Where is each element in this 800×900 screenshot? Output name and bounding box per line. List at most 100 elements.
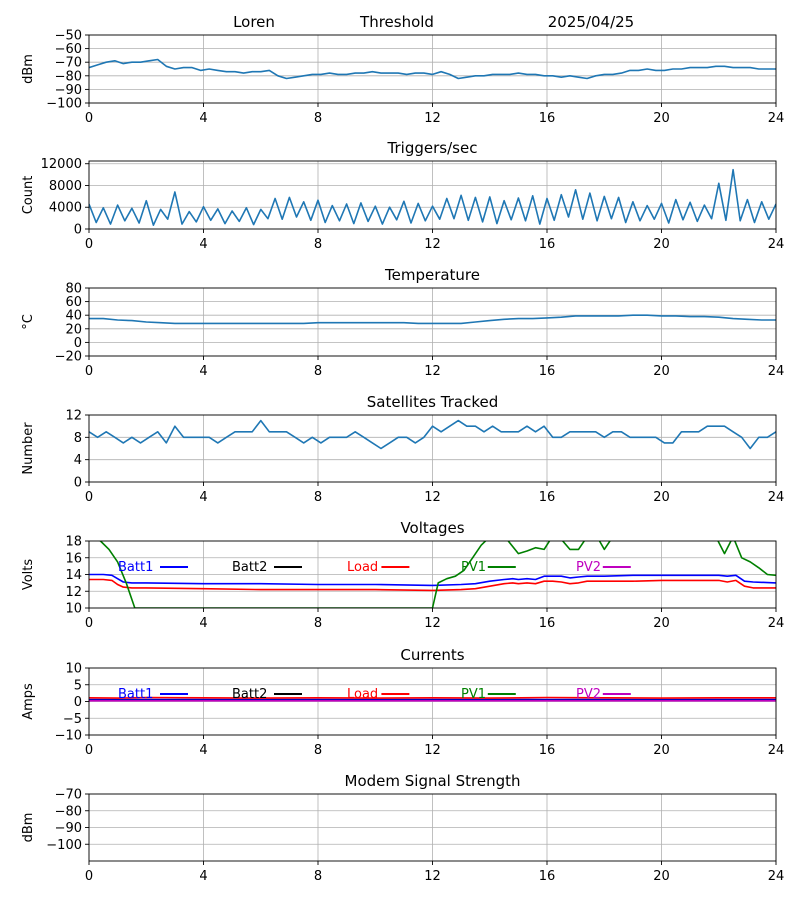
panel-satellites: 0 4 8 12 16 20 24 0 4 8 12 Satellites Tracked Number [21,393,784,505]
series-line-load [89,578,776,592]
x-tick-label: 24 [768,364,785,379]
series-line-pv1 [98,541,776,608]
y-tick-label: 0 [74,476,82,491]
y-tick-label: −5 [63,712,82,727]
x-tick-label: 24 [768,616,785,631]
x-tick-label: 0 [85,111,93,126]
x-tick-label: 16 [539,111,556,126]
header-date: 2025/04/25 [548,13,634,31]
y-tick-label: −70 [55,788,82,803]
x-tick-label: 24 [768,743,785,758]
series-line-0 [89,314,776,325]
y-tick-label: −100 [46,838,82,853]
x-tick-label: 0 [85,364,93,379]
x-tick-label: 12 [424,237,441,252]
y-tick-label: −60 [55,42,82,57]
y-axis-label: Count [21,176,36,215]
x-tick-label: 0 [85,743,93,758]
y-tick-label: 80 [65,282,82,297]
y-axis-label: dBm [21,54,36,84]
legend-label-load: Load [347,560,378,575]
y-tick-label: 12 [65,585,82,600]
y-tick-label: 10 [65,662,82,677]
x-tick-label: 8 [314,111,322,126]
x-tick-label: 12 [424,743,441,758]
legend-label-batt1: Batt1 [118,560,153,575]
y-tick-label: −20 [55,350,82,365]
legend-label-batt1: Batt1 [118,687,153,702]
chart-title: Currents [400,646,464,664]
x-tick-label: 12 [424,869,441,884]
legend-label-pv1: PV1 [461,560,486,575]
chart-title: Voltages [400,519,464,537]
x-tick-label: 20 [653,743,670,758]
y-tick-label: −90 [55,83,82,98]
x-tick-label: 4 [199,743,207,758]
x-tick-label: 16 [539,237,556,252]
series-line-0 [89,419,776,450]
y-tick-label: 4000 [49,201,82,216]
y-tick-label: −80 [55,804,82,819]
panel-modem: 0 4 8 12 16 20 24 −100 −90 −80−70 Modem Signal Str… [21,772,784,884]
x-tick-label: 12 [424,364,441,379]
x-tick-label: 24 [768,869,785,884]
y-tick-label: 5 [74,678,82,693]
x-tick-label: 0 [85,869,93,884]
x-tick-label: 16 [539,869,556,884]
x-tick-label: 0 [85,616,93,631]
y-tick-label: 16 [65,551,82,566]
x-tick-label: 24 [768,111,785,126]
x-tick-label: 20 [653,364,670,379]
x-tick-label: 4 [199,237,207,252]
panel-triggers: 0 4 8 12 16 20 24 0 4000 8000 12000 Triggers/sec Cou… [21,139,784,252]
chart-title: Temperature [384,266,480,284]
y-tick-label: −80 [55,69,82,84]
y-tick-label: 12 [65,409,82,424]
y-tick-label: 20 [65,322,82,337]
x-tick-label: 20 [653,616,670,631]
y-axis-label: °C [21,314,36,330]
y-tick-label: 18 [65,535,82,550]
chart-title: Triggers/sec [387,139,478,157]
legend-label-batt2: Batt2 [232,687,267,702]
x-tick-label: 20 [653,869,670,884]
chart-title: Satellites Tracked [367,393,498,411]
series-line-0 [89,58,776,80]
series-line-0 [89,168,776,226]
x-tick-label: 16 [539,743,556,758]
x-tick-label: 8 [314,364,322,379]
series-line-batt1 [89,573,776,587]
y-tick-label: 8 [74,431,82,446]
panel-threshold: 0 4 8 12 16 20 24 −100−90−80−70−60−50 dBm [21,29,784,127]
legend-label-pv2: PV2 [576,687,601,702]
x-tick-label: 12 [424,111,441,126]
y-axis-label: Amps [21,683,36,720]
y-tick-label: 12000 [41,157,82,172]
y-tick-label: 0 [74,695,82,710]
x-tick-label: 4 [199,111,207,126]
x-tick-label: 16 [539,616,556,631]
x-tick-label: 8 [314,869,322,884]
y-tick-label: 14 [65,568,82,583]
y-tick-label: 8000 [49,179,82,194]
x-tick-label: 8 [314,743,322,758]
y-tick-label: 4 [74,453,82,468]
x-tick-label: 24 [768,490,785,505]
x-tick-label: 20 [653,237,670,252]
y-tick-label: 60 [65,295,82,310]
header-title: Threshold [359,13,434,31]
x-tick-label: 4 [199,364,207,379]
legend-label-batt2: Batt2 [232,560,267,575]
panel-currents: 0 4 8 12 16 20 24 −10 −5 0 510 Currents Amps Batt1 Bat… [21,646,784,758]
x-tick-label: 20 [653,490,670,505]
y-tick-label: −70 [55,56,82,71]
y-tick-label: −100 [46,97,82,112]
x-tick-label: 0 [85,490,93,505]
y-tick-label: −50 [55,29,82,44]
y-axis-label: Volts [21,559,36,591]
y-axis-label: Number [21,422,36,475]
